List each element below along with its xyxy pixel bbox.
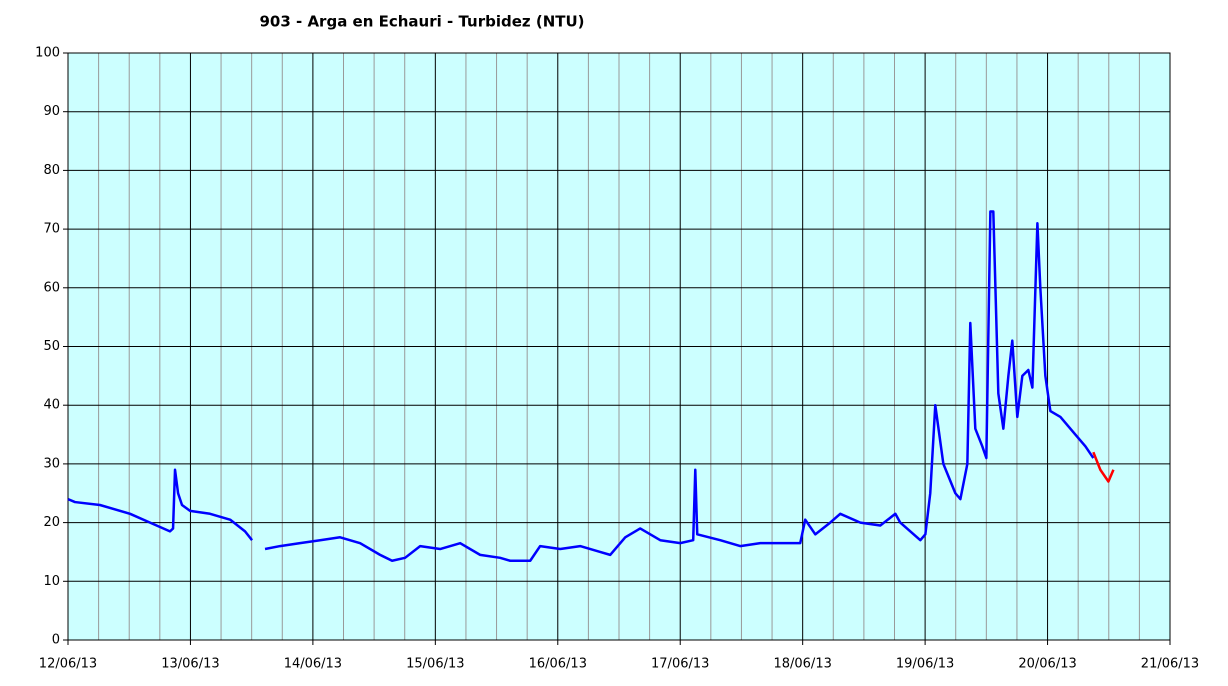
- y-tick-label: 30: [43, 456, 60, 471]
- y-tick-label: 90: [43, 104, 60, 119]
- x-tick-label: 18/06/13: [773, 657, 831, 672]
- y-tick-label: 50: [43, 339, 60, 354]
- y-tick-label: 20: [43, 515, 60, 530]
- y-tick-label: 80: [43, 163, 60, 178]
- data-line: [1092, 451, 1115, 483]
- y-tick-label: 70: [43, 222, 60, 237]
- data-line: [67, 210, 1095, 563]
- x-tick-label: 12/06/13: [39, 657, 97, 672]
- y-tick-label: 10: [43, 574, 60, 589]
- x-tick-label: 13/06/13: [161, 657, 219, 672]
- y-tick-label: 100: [35, 46, 60, 61]
- y-tick-label: 0: [52, 633, 60, 648]
- y-tick-label: 40: [43, 398, 60, 413]
- x-tick-label: 20/06/13: [1018, 657, 1076, 672]
- x-tick-label: 14/06/13: [284, 657, 342, 672]
- chart-title: 903 - Arga en Echauri - Turbidez (NTU): [259, 13, 584, 31]
- y-tick-label: 60: [43, 280, 60, 295]
- x-tick-label: 21/06/13: [1141, 657, 1199, 672]
- x-tick-label: 15/06/13: [406, 657, 464, 672]
- x-tick-label: 16/06/13: [529, 657, 587, 672]
- x-tick-label: 17/06/13: [651, 657, 709, 672]
- x-tick-label: 19/06/13: [896, 657, 954, 672]
